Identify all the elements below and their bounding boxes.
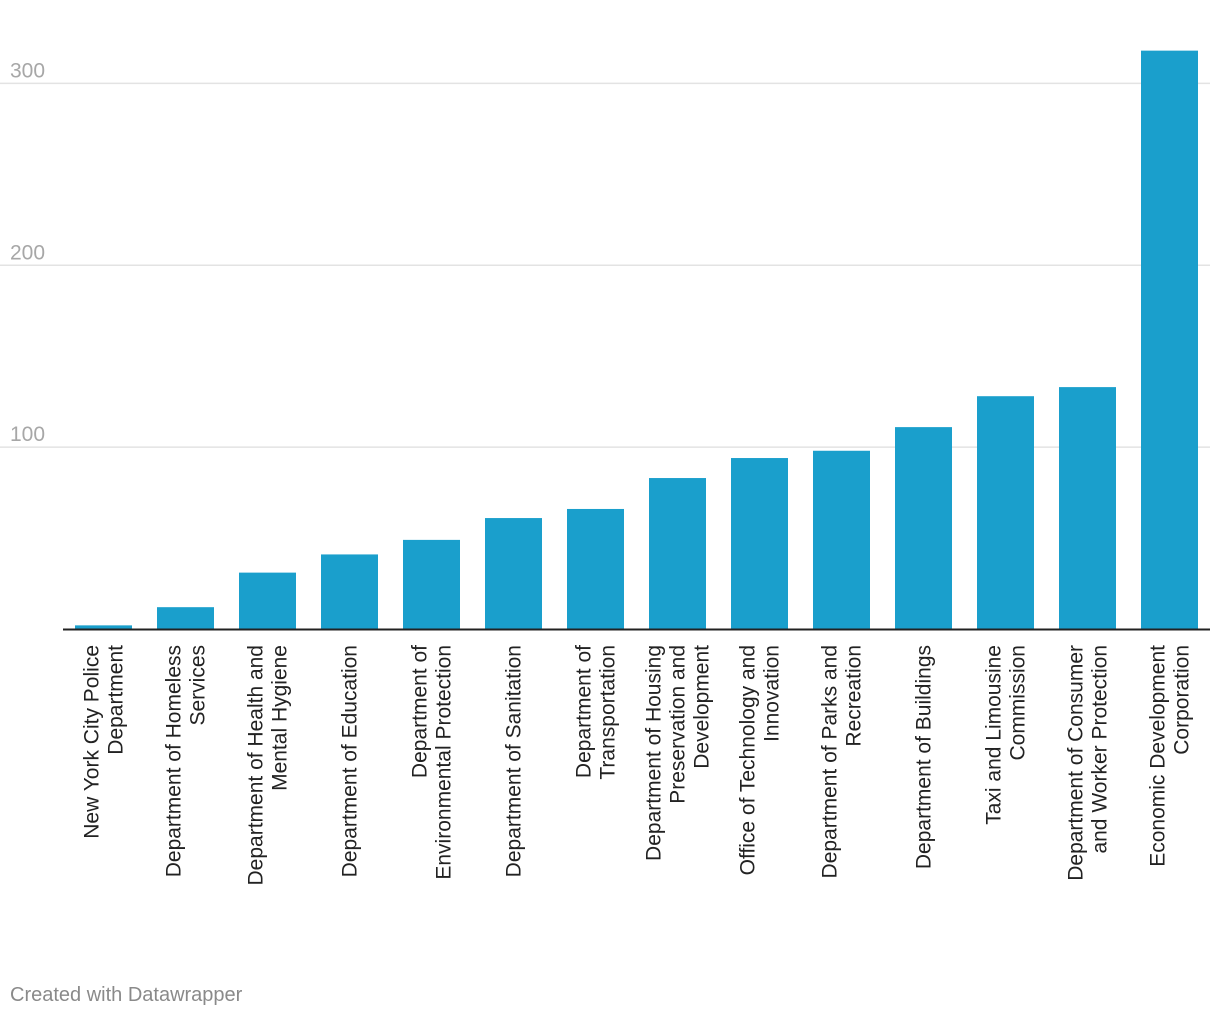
x-tick-label: Department of Consumer and Worker Protect… [1065,645,1112,881]
x-tick-label-line: Department of [573,645,596,778]
x-tick-label-line: New York City Police [81,645,104,839]
x-tick-label: Economic Development Corporation [1147,645,1194,867]
bar [649,478,706,629]
bar [157,607,214,629]
x-tick-label: Department of Transportation [573,645,620,780]
x-tick-label-line: Economic Development [1147,645,1170,867]
x-tick-label-line: Department of Consumer [1065,645,1088,881]
x-tick-label: Department of Education [339,645,362,877]
x-tick-label: Department of Environmental Protection [409,645,456,880]
bars [75,50,1198,629]
x-tick-label-line: Services [187,645,210,726]
y-tick-label: 300 [10,59,45,82]
x-tick-label-line: Environmental Protection [433,645,456,880]
x-tick-label-line: Transportation [597,645,620,780]
bar [813,450,870,629]
x-tick-label-line: Department [105,645,128,755]
x-tick-label-line: Department of Education [339,645,362,877]
x-tick-label-line: Department of Sanitation [503,645,526,877]
x-tick-label: New York City Police Department [81,645,128,839]
x-tick-label: Department of Homeless Services [163,645,210,877]
bar [75,625,132,629]
bar [485,518,542,629]
bar [1059,387,1116,629]
x-tick-label: Office of Technology and Innovation [737,645,784,875]
bar [403,539,460,629]
x-tick-label-line: Department of Buildings [913,645,936,869]
x-tick-label: Department of Housing Preservation and Dev… [643,645,714,861]
bar [1141,50,1198,629]
x-tick-label-line: Department of Parks and [819,645,842,878]
bar [731,458,788,629]
x-tick-label-line: Taxi and Limousine [983,645,1006,825]
x-tick-label-line: Office of Technology and [737,645,760,875]
x-tick-label: Department of Buildings [913,645,936,869]
x-tick-label-line: Recreation [843,645,866,747]
x-tick-label-line: Mental Hygiene [269,645,292,791]
x-tick-label-line: Innovation [761,645,784,742]
bar [239,572,296,629]
x-tick-label-line: Preservation and [667,645,690,804]
x-tick-label: Department of Parks and Recreation [819,645,866,878]
y-tick-label: 200 [10,241,45,264]
x-tick-label-line: Department of Homeless [163,645,186,877]
x-tick-label-line: Development [691,645,714,769]
x-tick-label: Department of Sanitation [503,645,526,877]
y-tick-label: 100 [10,423,45,446]
x-tick-label-line: Department of Housing [643,645,666,861]
x-tick-label-line: Department of [409,645,432,778]
gridlines: 100 200 300 [0,59,1210,448]
x-tick-label: Department of Health and Mental Hygiene [245,645,292,885]
x-tick-label-line: Corporation [1171,645,1194,755]
bar [321,554,378,629]
x-tick-label-line: Department of Health and [245,645,268,885]
x-tick-label: Taxi and Limousine Commission [983,645,1030,825]
bar [977,396,1034,629]
x-tick-label-line: Commission [1007,645,1030,761]
credit-text: Created with Datawrapper [10,984,243,1006]
bar [895,427,952,629]
x-tick-labels: New York City Police Department Department… [81,645,1194,886]
x-tick-label-line: and Worker Protection [1089,645,1112,854]
bar [567,508,624,629]
